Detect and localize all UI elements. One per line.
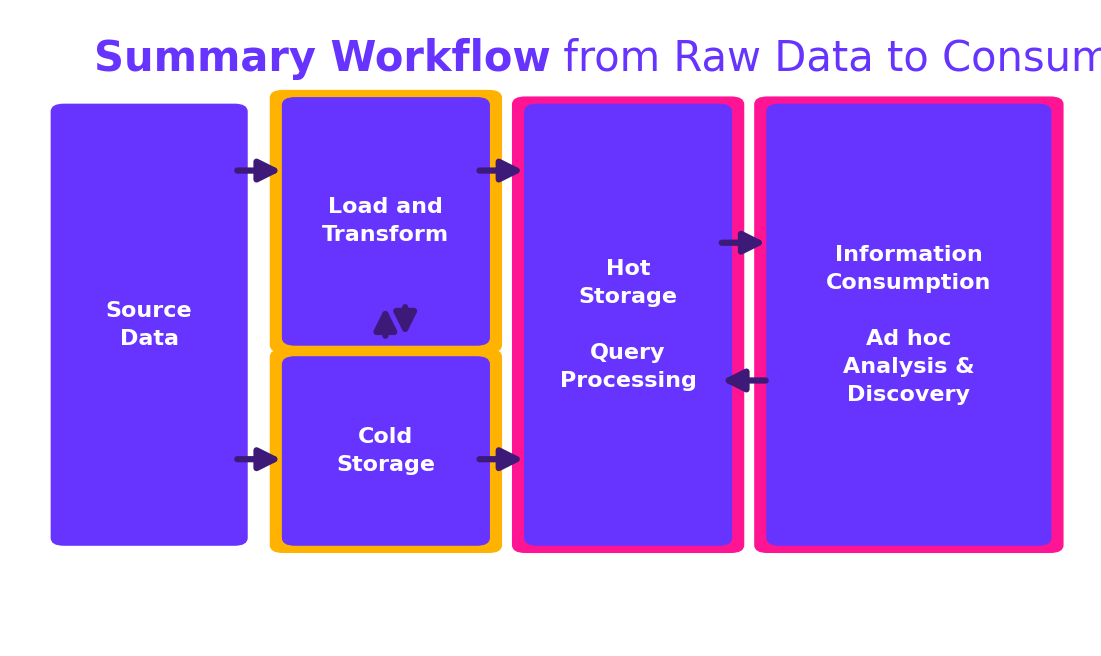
FancyBboxPatch shape — [512, 96, 744, 553]
Text: Load and
Transform: Load and Transform — [323, 197, 449, 245]
FancyBboxPatch shape — [766, 104, 1051, 546]
FancyBboxPatch shape — [754, 96, 1064, 553]
Text: Summary Workflow: Summary Workflow — [94, 38, 550, 80]
Text: from Raw Data to Consumption: from Raw Data to Consumption — [550, 38, 1101, 80]
FancyBboxPatch shape — [524, 104, 732, 546]
FancyBboxPatch shape — [282, 356, 490, 546]
Text: Hot
Storage

Query
Processing: Hot Storage Query Processing — [559, 258, 697, 391]
Text: Source
Data: Source Data — [106, 300, 193, 349]
FancyBboxPatch shape — [270, 349, 502, 553]
FancyBboxPatch shape — [282, 97, 490, 346]
Text: Information
Consumption

Ad hoc
Analysis &
Discovery: Information Consumption Ad hoc Analysis … — [826, 245, 992, 405]
FancyBboxPatch shape — [270, 90, 502, 353]
Text: Cold
Storage: Cold Storage — [337, 427, 435, 475]
FancyBboxPatch shape — [51, 104, 248, 546]
